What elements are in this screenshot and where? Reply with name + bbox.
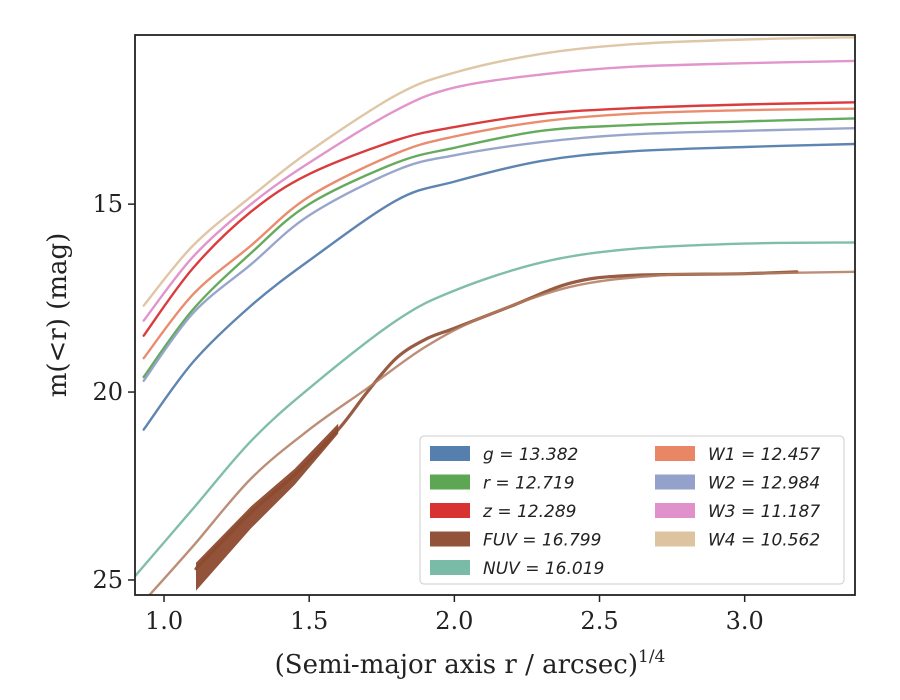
x-tick-label: 2.5 <box>580 607 618 635</box>
legend-swatch-nuv <box>430 560 470 575</box>
x-tick-label: 1.0 <box>145 607 183 635</box>
legend-swatch-w2 <box>655 474 695 490</box>
x-tick-label: 1.5 <box>290 607 328 635</box>
plot-frame <box>134 34 856 596</box>
legend-label-w1: W1 = 12.457 <box>708 445 820 465</box>
series-line-w3 <box>142 59 855 322</box>
series-line-w2 <box>142 126 855 382</box>
series-curves <box>135 36 855 595</box>
y-tick-label: 20 <box>92 378 123 406</box>
legend-swatch-w4 <box>655 531 695 547</box>
x-tick-label: 3.0 <box>726 607 764 635</box>
legend-swatch-g <box>430 446 470 461</box>
legend-label-w2: W2 = 12.984 <box>708 474 820 494</box>
legend-label-g: g = 13.382 <box>483 445 578 465</box>
legend-label-w4: W4 = 10.562 <box>708 531 820 551</box>
legend-swatch-fuv <box>430 531 470 547</box>
y-tick-label: 15 <box>92 190 123 218</box>
legend-label-nuv: NUV = 16.019 <box>483 559 604 579</box>
series-line-z <box>142 101 855 337</box>
legend-label-r: r = 12.719 <box>483 474 575 494</box>
y-axis-label: m(<r) (mag) <box>43 233 73 398</box>
fuv-uncertainty-band <box>196 423 339 591</box>
legend-swatch-w3 <box>655 503 695 518</box>
legend-swatch-w1 <box>655 446 695 461</box>
axis-ticks: 1.0 1.5 2.0 2.5 3.0 15 20 25 <box>92 190 763 635</box>
legend-label-z: z = 12.289 <box>482 502 576 522</box>
series-line-nuv <box>135 241 855 578</box>
series-line-fuv-extrapolation <box>148 270 855 595</box>
legend-swatch-z <box>430 503 470 518</box>
legend-label-w3: W3 = 11.187 <box>708 502 820 522</box>
legend-label-fuv: FUV = 16.799 <box>483 531 601 551</box>
x-tick-label: 2.0 <box>435 607 473 635</box>
legend-box <box>419 435 845 585</box>
y-tick-label: 25 <box>92 566 123 594</box>
x-axis-label: (Semi-major axis r / arcsec)1/4 <box>275 647 666 680</box>
series-line-w4 <box>142 36 855 307</box>
legend: g = 13.382 r = 12.719 z = 12.289 FUV = 16.7… <box>419 435 845 585</box>
series-line-g <box>142 142 855 431</box>
legend-swatch-r <box>430 474 470 490</box>
series-line-r <box>142 117 855 379</box>
series-line-w1 <box>142 107 855 360</box>
